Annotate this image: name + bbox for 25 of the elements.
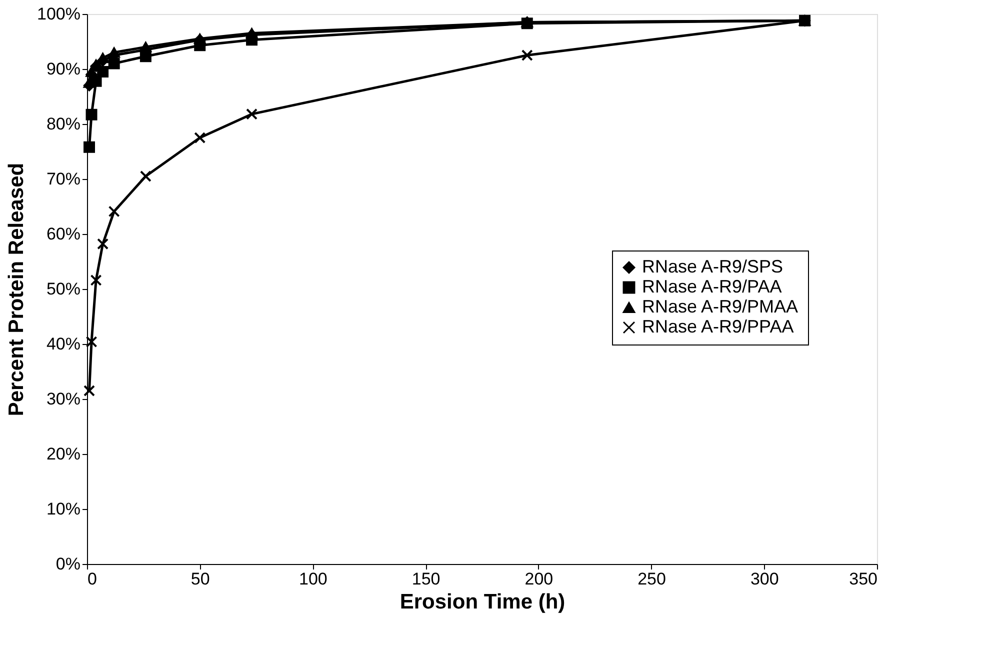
x-tick-label: 100 xyxy=(299,570,328,588)
y-tick-label: 40% xyxy=(46,334,80,354)
y-tick-label: 30% xyxy=(46,390,80,408)
x-tick-label: 50 xyxy=(190,570,210,588)
legend-label: RNase A-R9/SPS xyxy=(642,256,784,276)
legend-label: RNase A-R9/PPAA xyxy=(642,316,794,336)
x-tick-label: 150 xyxy=(412,570,440,588)
y-axis-title: Percent Protein Released xyxy=(5,162,28,416)
y-tick-label: 10% xyxy=(46,500,80,518)
x-axis-title: Erosion Time (h) xyxy=(400,590,566,614)
legend-label: RNase A-R9/PAA xyxy=(642,276,782,296)
x-tick-label: 300 xyxy=(750,570,779,588)
x-tick-label: 200 xyxy=(524,570,554,588)
x-tick-label: 350 xyxy=(849,570,878,588)
y-tick-label: 20% xyxy=(46,444,80,464)
y-tick-label: 90% xyxy=(46,60,80,78)
y-tick-label: 70% xyxy=(46,170,80,188)
legend-label: RNase A-R9/PMAA xyxy=(642,296,798,316)
y-tick-label: 50% xyxy=(46,280,80,298)
x-tick-label: 0 xyxy=(88,570,97,588)
y-tick-label: 60% xyxy=(46,224,80,244)
x-tick-label: 250 xyxy=(638,570,666,588)
y-tick-label: 80% xyxy=(46,114,80,134)
y-tick-label: 100% xyxy=(37,4,80,24)
y-tick-label: 0% xyxy=(56,554,80,574)
